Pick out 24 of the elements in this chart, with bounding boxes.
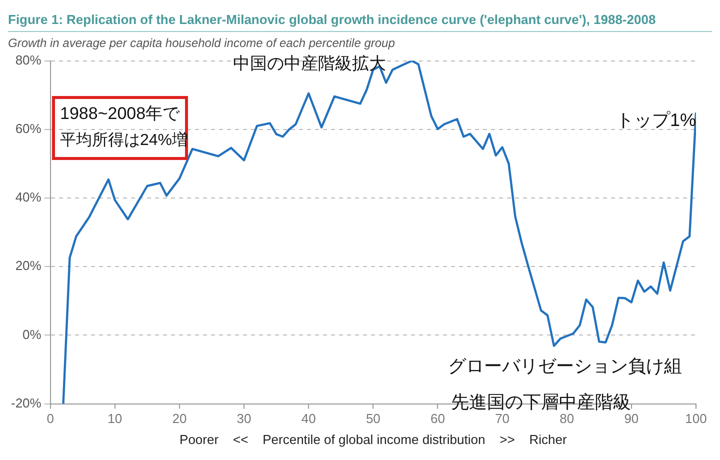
chart-title: Figure 1: Replication of the Lakner-Milanovic global growth incidence curve ('elephant curve'), 1988-2008 [8, 8, 712, 32]
y-tick-label: 40% [15, 190, 42, 205]
y-tick-label: 60% [15, 120, 42, 136]
x-tick-label: 40 [301, 411, 316, 426]
annotation: 中国の中産階級拡大 [233, 53, 386, 75]
x-tick-label: 30 [236, 411, 252, 426]
x-tick-label: 80 [560, 411, 574, 426]
x-tick-label: 0 [46, 411, 54, 426]
y-tick-label: 0% [22, 326, 42, 342]
y-tick-label: -20% [10, 395, 42, 410]
annotation: グローバリゼーション負け組 [448, 355, 682, 378]
x-tick-label: 10 [108, 411, 122, 426]
y-tick-label: 20% [15, 258, 42, 274]
x-axis-title: Poorer << Percentile of global income distribution >> Richer [180, 432, 568, 447]
x-tick-label: 60 [430, 411, 445, 426]
x-tick-label: 20 [172, 411, 187, 426]
x-tick-label: 50 [366, 411, 380, 426]
y-tick-label: 80% [15, 52, 42, 68]
x-tick-label: 90 [624, 411, 639, 426]
x-tick-label: 70 [495, 411, 510, 426]
chart-subtitle: Growth in average per capita household income of each percentile group [8, 35, 396, 50]
annotation: 1988~2008年で [60, 103, 180, 125]
annotation: 先進国の下層中産階級 [451, 391, 631, 414]
x-tick-label: 100 [685, 411, 707, 426]
